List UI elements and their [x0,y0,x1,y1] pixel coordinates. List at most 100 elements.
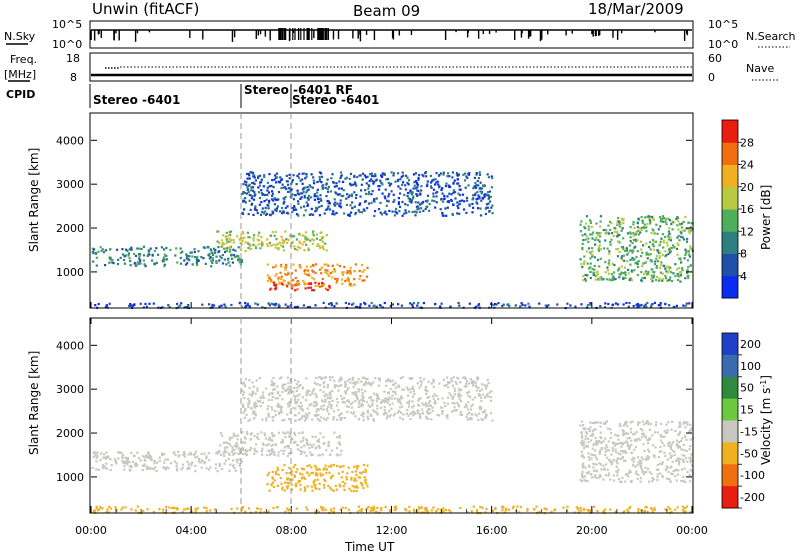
heatmap-cell [641,251,644,254]
heatmap-cell [335,182,338,185]
heatmap-cell [401,397,404,400]
heatmap-cell [638,421,641,424]
heatmap-cell [679,431,682,434]
heatmap-cell [608,278,611,281]
heatmap-cell [177,305,180,308]
heatmap-cell [330,404,333,407]
heatmap-cell [263,511,266,514]
heatmap-cell [650,232,653,235]
heatmap-cell [595,456,598,459]
heatmap-cell [252,410,255,413]
heatmap-cell [296,192,299,195]
heatmap-cell [682,479,685,483]
heatmap-cell [315,487,318,490]
heatmap-cell [264,206,267,209]
heatmap-cell [324,400,327,403]
heatmap-cell [418,207,421,210]
heatmap-cell [603,468,606,471]
heatmap-cell [661,272,664,275]
heatmap-cell [579,258,582,261]
heatmap-cell [360,510,363,513]
heatmap-cell [640,271,643,274]
heatmap-cell [229,436,232,440]
heatmap-cell [447,381,450,384]
heatmap-cell [580,441,583,444]
heatmap-cell [271,382,274,385]
heatmap-cell [483,384,486,387]
heatmap-cell [422,378,425,381]
heatmap-cell [458,398,461,401]
colorbar-tick-label: 8 [740,248,747,261]
heatmap-cell [391,394,394,397]
heatmap-cell [613,263,616,267]
heatmap-cell [620,271,623,274]
heatmap-cell [660,439,663,442]
heatmap-cell [488,391,491,394]
heatmap-cell [99,452,103,455]
heatmap-cell [639,463,642,467]
heatmap-cell [409,191,412,194]
heatmap-cell [322,436,325,439]
heatmap-cell [355,479,358,482]
heatmap-cell [301,439,305,442]
heatmap-cell [667,235,670,238]
heatmap-cell [394,381,397,384]
heatmap-cell [664,431,668,434]
heatmap-cell [613,227,616,230]
heatmap-cell [310,173,313,176]
heatmap-cell [448,192,451,195]
heatmap-cell [600,436,603,439]
heatmap-cell [270,184,273,187]
heatmap-cell [426,396,429,399]
heatmap-cell [656,473,659,476]
heatmap-cell [399,416,402,419]
heatmap-cell [331,376,334,379]
heatmap-cell [331,399,334,403]
heatmap-cell [508,305,511,308]
heatmap-cell [409,302,412,305]
heatmap-cell [506,303,509,306]
heatmap-cell [626,232,629,235]
cpid-entry-1: Stereo -6401 [93,93,180,107]
heatmap-cell [281,488,284,491]
heatmap-cell [686,423,689,426]
heatmap-cell [328,284,331,288]
heatmap-cell [296,213,299,216]
heatmap-cell [286,487,289,490]
heatmap-cell [465,196,469,199]
heatmap-cell [621,429,624,432]
heatmap-cell [335,488,339,491]
heatmap-cell [431,409,434,412]
heatmap-cell [179,251,182,254]
heatmap-cell [343,401,346,404]
heatmap-cell [365,275,369,278]
heatmap-cell [630,269,633,272]
power-ylabel: Slant Range [km] [27,148,41,252]
heatmap-cell [194,450,197,453]
heatmap-cell [483,195,486,198]
heatmap-cell [583,261,586,265]
heatmap-cell [254,179,257,182]
heatmap-cell [426,199,429,202]
heatmap-cell [259,508,262,511]
heatmap-cell [625,440,628,443]
heatmap-cell [284,266,288,269]
heatmap-cell [305,173,308,176]
heatmap-cell [685,438,688,441]
heatmap-cell [278,282,281,285]
heatmap-cell [451,380,454,383]
heatmap-cell [267,415,270,418]
heatmap-cell [326,383,330,386]
heatmap-cell [664,303,667,306]
heatmap-cell [285,445,289,448]
heatmap-cell [646,510,649,514]
heatmap-cell [471,202,474,205]
heatmap-cell [306,269,310,272]
heatmap-cell [228,264,231,267]
heatmap-cell [293,194,296,197]
heatmap-cell [601,278,604,281]
heatmap-cell [288,234,292,237]
heatmap-cell [369,173,372,176]
heatmap-cell [278,377,281,380]
heatmap-cell [484,511,487,514]
